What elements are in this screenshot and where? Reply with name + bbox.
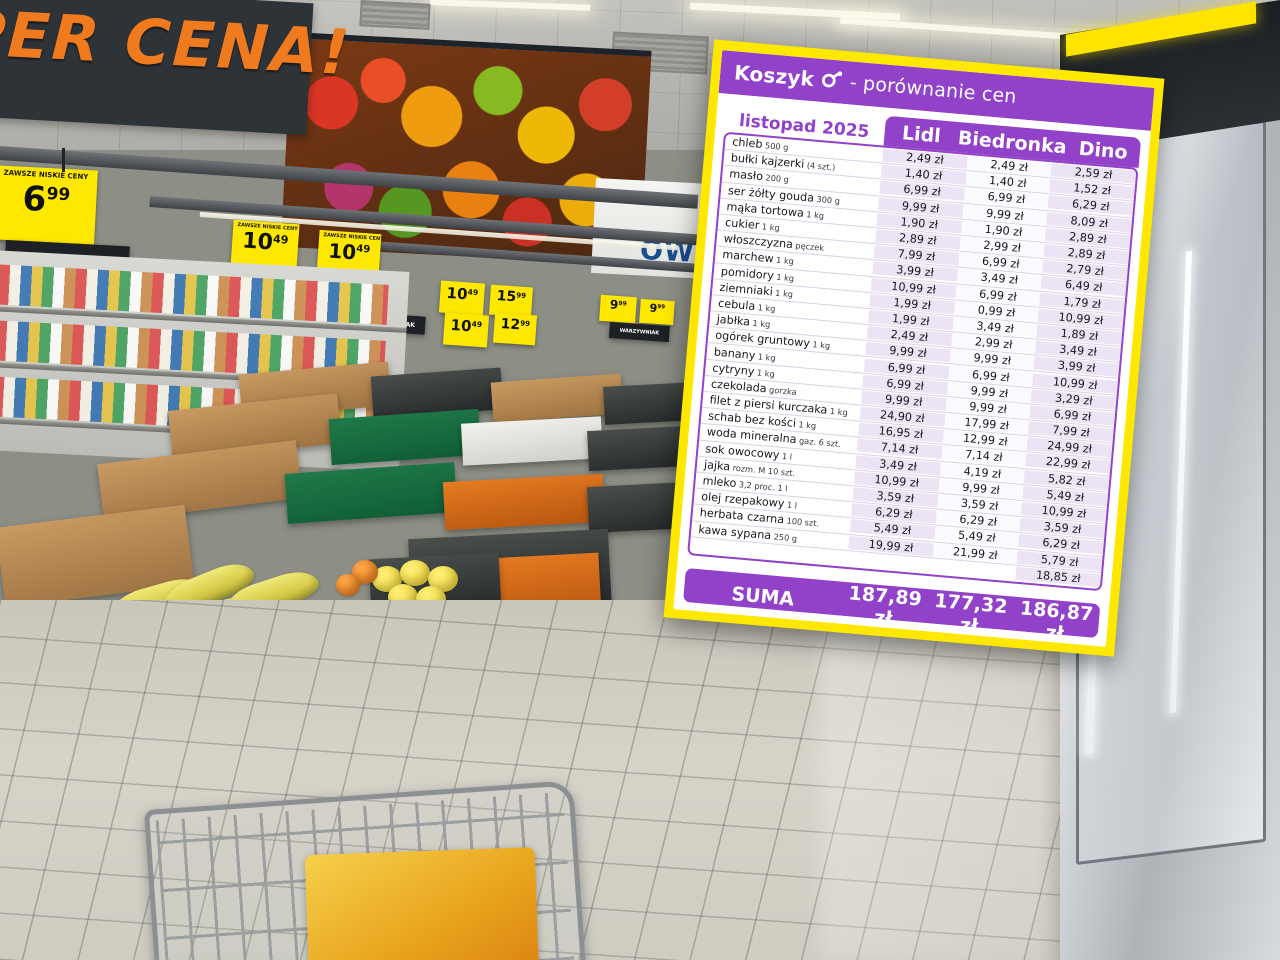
product-quantity: 1 kg — [753, 366, 776, 379]
comparison-table: listopad 2025 Lidl Biedronka Dino chleb … — [677, 92, 1151, 602]
product-quantity: 1 kg — [758, 221, 781, 233]
department-sign-warzywniak-4: WARZYWNIAK — [608, 322, 670, 343]
produce-crate — [328, 408, 482, 466]
price-lidl — [847, 558, 932, 567]
tag-hanger — [62, 148, 65, 172]
product-quantity: gorzka — [766, 384, 798, 397]
product-quantity: 1 kg — [795, 419, 817, 432]
price-tag: 10 49 — [438, 280, 486, 316]
product-quantity: 1 l — [783, 499, 798, 511]
table-body: chleb 500 g 2,49 zł 2,49 zł 2,59 zł bułki ka… — [687, 131, 1139, 592]
product-quantity: 1 kg — [803, 208, 825, 221]
price-biedronka — [931, 566, 1017, 574]
price-tag: 9 99 — [639, 298, 675, 326]
product-quantity: 1 kg — [749, 317, 771, 330]
price-tag: 12 99 — [493, 312, 537, 346]
product-quantity: 1 kg — [826, 405, 849, 418]
product-quantity: 200 g — [762, 172, 790, 185]
cart-item-package — [304, 847, 540, 960]
product-quantity: 1 l — [779, 450, 793, 462]
orange — [336, 574, 360, 596]
infographic-card: Koszyk - porównanie cen listopad 2025 Li… — [673, 50, 1155, 647]
product-quantity: 1 kg — [754, 350, 777, 363]
product-quantity: 1 kg — [773, 271, 795, 283]
price-tag-value: 9 99 — [609, 297, 627, 312]
price-comparison-infographic: Koszyk - porównanie cen listopad 2025 Li… — [663, 39, 1165, 657]
product-quantity: 1 kg — [809, 339, 831, 352]
ceiling-vent — [359, 0, 431, 30]
lemon — [400, 560, 430, 586]
price-tag: 9 99 — [599, 294, 637, 324]
produce-crate — [284, 462, 458, 524]
product-quantity: (4 szt.) — [803, 160, 836, 173]
infographic-title: Koszyk — [733, 60, 816, 92]
produce-crate — [442, 473, 606, 531]
shopping-cart-icon — [820, 70, 844, 92]
price-tag-value: 12 99 — [500, 316, 531, 334]
product-quantity: gaz. 6 szt. — [796, 435, 842, 450]
price-tag-value: 15 99 — [496, 288, 527, 306]
product-quantity: pęczek — [792, 240, 825, 253]
shopping-cart — [143, 780, 587, 960]
infographic-subtitle: - porównanie cen — [848, 71, 1018, 108]
product-quantity: 3,2 proc. 1 l — [735, 479, 788, 494]
price-tag-value: 9 99 — [649, 301, 666, 315]
infographic-header: Koszyk - porównanie cen — [718, 50, 1155, 131]
price-tag: ZAWSZE NISKIE CENY 6 99 — [0, 165, 98, 245]
product-quantity: 1 kg — [772, 287, 794, 300]
price-tag-value: 6 99 — [21, 178, 71, 220]
product-quantity: 100 szt. — [783, 515, 820, 529]
product-quantity: 1 kg — [754, 301, 776, 314]
price-tag: 10 49 — [442, 312, 490, 348]
produce-crate — [460, 416, 604, 466]
product-quantity: 250 g — [770, 530, 798, 544]
department-sign-label: WARZYWNIAK — [619, 327, 660, 337]
product-quantity: 500 g — [762, 140, 789, 153]
product-quantity: 1 kg — [773, 254, 795, 267]
product-quantity: 300 g — [813, 193, 841, 206]
